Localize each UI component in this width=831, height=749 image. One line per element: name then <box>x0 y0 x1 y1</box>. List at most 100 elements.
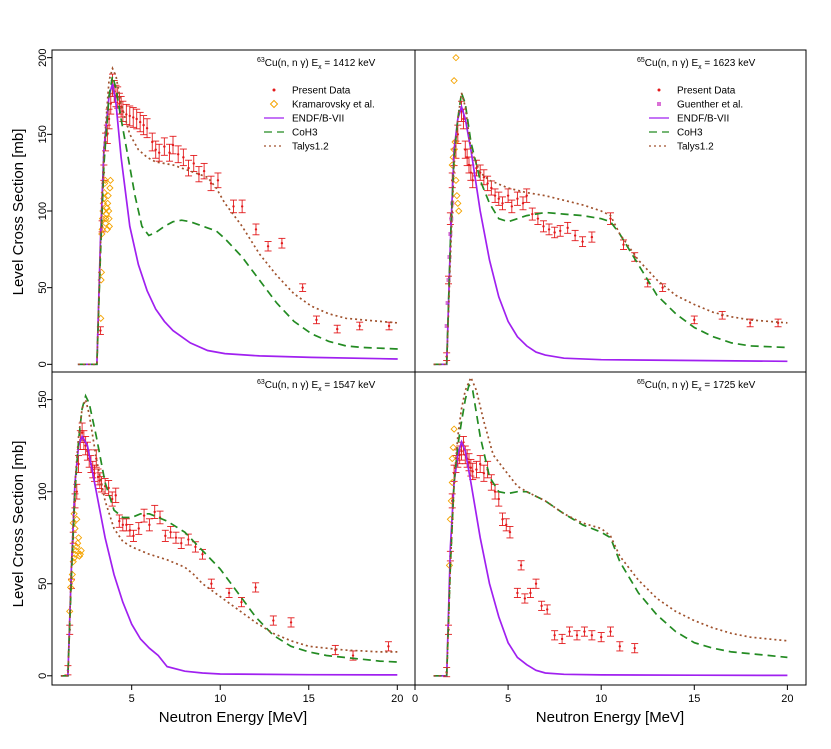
data-point <box>356 321 364 331</box>
data-point <box>140 508 148 523</box>
data-point <box>155 143 163 162</box>
data-point <box>480 169 488 186</box>
data-point <box>588 630 596 641</box>
series-endf-b-vii-line <box>433 103 788 366</box>
data-point <box>129 529 137 542</box>
y-tick-label: 0 <box>37 673 49 679</box>
data-point <box>504 188 512 203</box>
y-axis-label-bottom: Level Cross Section [mb] <box>10 441 27 608</box>
y-tick-label: 150 <box>37 390 49 408</box>
series-talys1-2-line <box>433 92 788 366</box>
diamond-point <box>453 192 461 200</box>
diamond-point <box>75 552 84 560</box>
diamond-point <box>73 515 81 523</box>
data-point <box>571 229 579 242</box>
data-point <box>538 600 546 611</box>
legend-item: CoH3 <box>649 128 703 139</box>
data-point <box>476 164 484 181</box>
data-point <box>129 107 137 128</box>
legend-label: ENDF/B-VII <box>677 114 729 125</box>
diamond-point <box>73 543 81 551</box>
x-tick-label: 15 <box>303 693 315 705</box>
data-point <box>472 460 480 479</box>
diamond-point <box>452 54 460 62</box>
legend-item: ENDF/B-VII <box>264 114 344 125</box>
data-point <box>105 108 113 130</box>
data-point <box>551 630 559 641</box>
data-point <box>573 630 581 641</box>
y-tick-label: 150 <box>37 125 49 143</box>
legend-label: Present Data <box>677 86 736 97</box>
data-point <box>499 196 507 211</box>
data-point <box>143 118 151 139</box>
legend-label: Present Data <box>292 86 351 97</box>
data-point <box>207 175 215 192</box>
data-point <box>564 221 572 234</box>
plot-area <box>433 375 788 678</box>
data-point <box>467 458 475 477</box>
data-point <box>135 522 143 535</box>
panel-title: 65Cu(n, n γ) Ex = 1623 keV <box>637 57 756 71</box>
data-point <box>487 180 495 196</box>
series-endf-b-vii-line <box>433 439 788 677</box>
y-tick-label: 100 <box>37 202 49 220</box>
panel-frame <box>414 49 807 373</box>
y-tick-label: 0 <box>37 361 49 367</box>
data-point <box>237 597 245 608</box>
data-point <box>476 455 484 473</box>
series-coh3-line <box>60 393 398 677</box>
panel-4: 0 5 10 15 20 65Cu(n, n γ) Ex = 1725 keV <box>412 371 807 705</box>
diamond-point <box>102 210 111 218</box>
data-point <box>631 643 639 654</box>
diamond-point <box>106 176 115 184</box>
x-axis-label-right: Neutron Energy [MeV] <box>536 709 684 726</box>
data-point <box>523 188 531 203</box>
legend-item: Present Data <box>272 86 351 97</box>
data-point <box>513 587 521 598</box>
y-tick-label: 200 <box>37 48 49 66</box>
data-point <box>461 140 469 159</box>
data-point <box>690 315 698 325</box>
data-point <box>597 632 605 643</box>
diamond-point <box>77 546 85 555</box>
x-tick-label: 0 <box>412 693 418 705</box>
data-point <box>92 449 100 468</box>
legend-item: CoH3 <box>264 128 318 139</box>
legend: Present Data Kramarovsky et al. ENDF/B-VII… <box>264 86 375 153</box>
diamond-point <box>76 550 84 558</box>
data-point <box>287 617 295 628</box>
data-point <box>269 615 277 626</box>
data-point <box>152 140 160 159</box>
legend-label: Talys1.2 <box>292 142 329 153</box>
x-tick-label: 10 <box>595 693 607 705</box>
data-point <box>148 132 156 152</box>
panel-frame <box>51 371 416 686</box>
x-tick-label: 5 <box>129 693 135 705</box>
diamond-point <box>450 425 458 433</box>
x-tick-label: 10 <box>214 693 226 705</box>
data-point <box>556 225 564 237</box>
data-point <box>502 518 510 532</box>
data-point <box>161 529 169 542</box>
data-point <box>495 191 503 206</box>
y-axis-label-top: Level Cross Section [mb] <box>10 129 27 296</box>
data-point <box>579 236 587 248</box>
data-point <box>312 315 320 325</box>
diamond-point <box>104 199 112 207</box>
data-point <box>238 199 246 214</box>
diamond-point <box>103 225 111 234</box>
series-talys1-2-line <box>77 65 398 366</box>
data-point <box>214 172 222 189</box>
data-point <box>384 641 392 652</box>
data-point <box>207 578 215 589</box>
legend-item: Talys1.2 <box>264 142 329 153</box>
data-point <box>264 241 272 252</box>
diamond-point <box>450 77 458 85</box>
data-point <box>513 191 521 206</box>
legend-label: Kramarovsky et al. <box>292 100 375 111</box>
data-point <box>119 518 127 532</box>
data-point <box>539 220 547 233</box>
x-tick-label: 20 <box>391 693 403 705</box>
